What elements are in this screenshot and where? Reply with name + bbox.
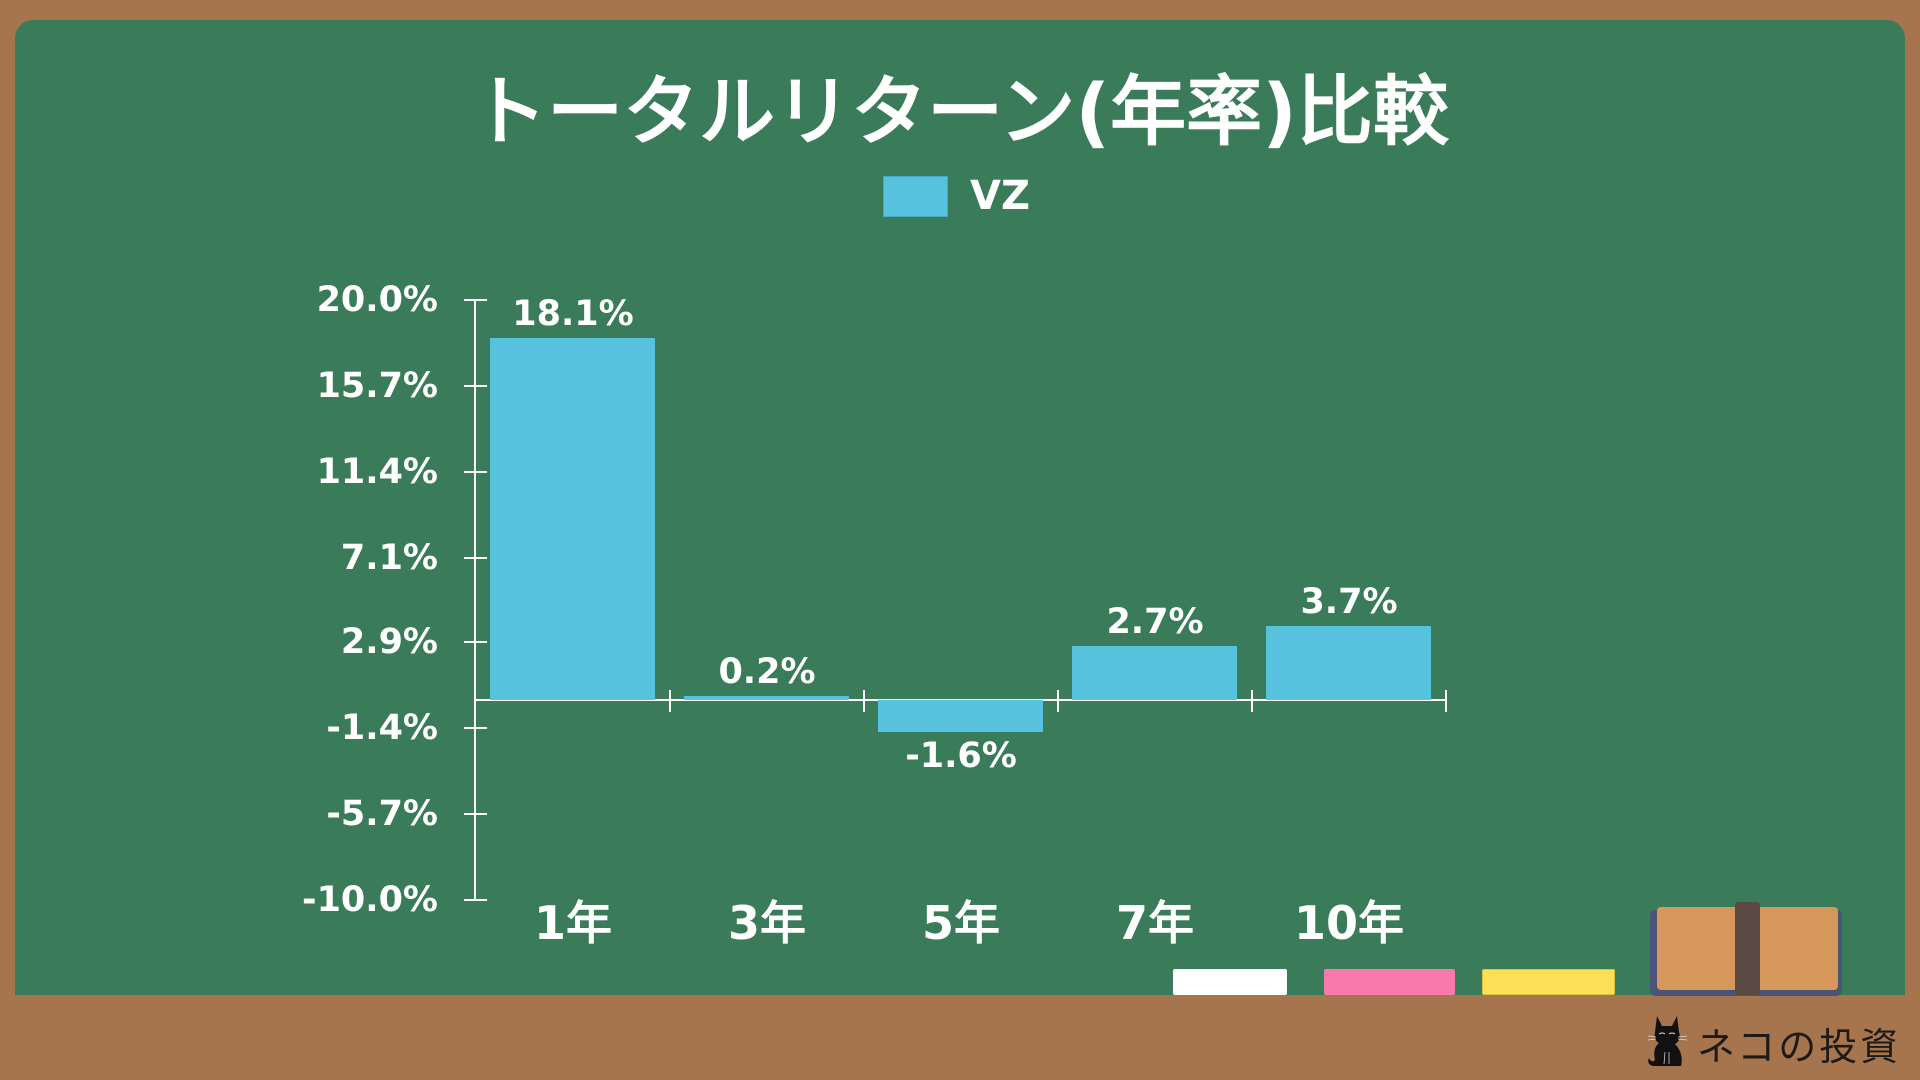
- y-tick-label: 11.4%: [316, 452, 438, 492]
- y-tick: [464, 899, 487, 901]
- y-axis: [474, 300, 476, 901]
- bar-value-label: 0.2%: [718, 652, 816, 692]
- y-tick: [464, 557, 487, 559]
- bar: [490, 338, 655, 700]
- y-tick-label: -1.4%: [326, 708, 438, 748]
- y-tick: [464, 385, 487, 387]
- x-tick: [1057, 690, 1059, 712]
- bar-value-label: 18.1%: [512, 294, 634, 334]
- x-tick: [863, 690, 865, 712]
- x-category-label: 7年: [1115, 896, 1194, 950]
- x-tick: [1251, 690, 1253, 712]
- x-tick: [669, 690, 671, 712]
- cat-icon: [1645, 1012, 1691, 1072]
- legend-swatch: [883, 175, 948, 217]
- chart-title: トータルリターン(年率)比較: [471, 67, 1449, 156]
- bar: [1072, 646, 1237, 700]
- legend-label: VZ: [970, 173, 1030, 219]
- y-tick-label: 15.7%: [316, 366, 438, 406]
- bar: [878, 700, 1043, 732]
- y-tick-label: 20.0%: [316, 280, 438, 320]
- x-tick: [1445, 690, 1447, 712]
- x-category-label: 10年: [1293, 896, 1404, 950]
- chalkboard: [15, 20, 1905, 995]
- chalk-white: [1173, 969, 1287, 995]
- y-tick: [464, 727, 487, 729]
- y-tick: [464, 813, 487, 815]
- bar-value-label: -1.6%: [905, 736, 1017, 776]
- y-tick-label: -10.0%: [302, 880, 438, 920]
- x-category-label: 1年: [533, 896, 612, 950]
- x-category-label: 3年: [727, 896, 806, 950]
- bar-value-label: 2.7%: [1106, 602, 1204, 642]
- bar: [1266, 626, 1431, 700]
- brand-logo: ネコの投資: [1645, 1012, 1901, 1072]
- brand-text: ネコの投資: [1697, 1025, 1902, 1069]
- bar-value-label: 3.7%: [1300, 582, 1398, 622]
- book-strap: [1735, 902, 1760, 995]
- y-tick-label: 2.9%: [340, 622, 438, 662]
- x-category-label: 5年: [921, 896, 1000, 950]
- chalk-yellow: [1482, 969, 1615, 995]
- y-tick: [464, 471, 487, 473]
- legend: VZ: [883, 175, 1030, 217]
- y-tick-label: -5.7%: [326, 794, 438, 834]
- chalk-pink: [1324, 969, 1455, 995]
- bar: [684, 696, 849, 700]
- y-tick: [464, 299, 487, 301]
- y-tick: [464, 641, 487, 643]
- y-tick-label: 7.1%: [340, 538, 438, 578]
